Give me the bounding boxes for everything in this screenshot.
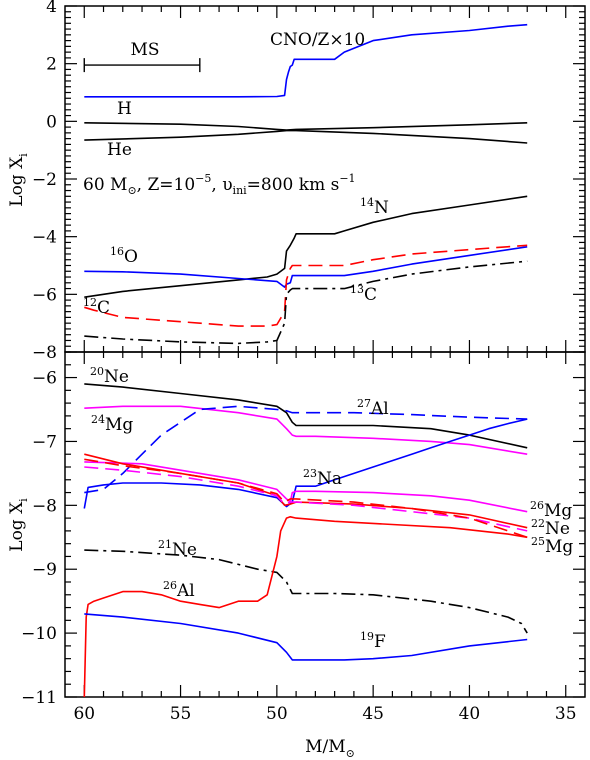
label-27al: 27Al	[357, 397, 389, 419]
series-line-25mg-red	[84, 458, 528, 539]
bottom-y-tick-label: −11	[21, 688, 57, 708]
bottom-y-tick-label: −9	[32, 560, 57, 580]
label-26al: 26Al	[163, 579, 195, 601]
bottom-y-axis-title: Log Xi	[7, 498, 30, 552]
series-line-he	[84, 129, 528, 144]
label-24mg: 24Mg	[91, 413, 133, 435]
label-14n: 14N	[360, 196, 389, 218]
ms-label: MS	[130, 40, 159, 60]
series-line-26mg	[84, 461, 528, 513]
x-tick-label: 35	[555, 704, 577, 724]
ms-phase-bar	[83, 58, 201, 73]
bottom-panel-series	[83, 383, 528, 698]
top-panel-series	[84, 23, 528, 345]
series-line-20ne	[84, 383, 528, 449]
series-line-19f	[84, 613, 528, 661]
label-25mg: 25Mg	[531, 535, 573, 557]
top-y-tick-label: −2	[32, 170, 57, 190]
top-y-tick-label: 0	[46, 112, 57, 132]
series-line-14n	[84, 195, 528, 298]
series-line-23na	[83, 418, 528, 509]
series-line-21ne	[84, 549, 528, 634]
label-he: He	[107, 140, 132, 160]
series-line-27al	[84, 405, 528, 494]
bottom-panel-frame	[64, 351, 586, 698]
series-line-h	[84, 122, 528, 131]
x-axis-title: M/M⊙	[305, 737, 355, 760]
top-y-tick-label: −6	[32, 285, 57, 305]
series-line-26al	[83, 515, 528, 698]
series-line-cno-z-10	[84, 23, 528, 98]
bottom-y-tick-label: −10	[21, 624, 57, 644]
label-26mg: 26Mg	[530, 499, 572, 521]
x-tick-label: 60	[73, 704, 95, 724]
bottom-y-tick-label: −6	[32, 369, 57, 389]
x-tick-label: 40	[459, 704, 481, 724]
label-23na: 23Na	[303, 467, 342, 489]
label-cno: CNO/Z×10	[270, 30, 365, 50]
top-y-tick-label: −4	[32, 228, 57, 248]
label-22ne: 22Ne	[531, 517, 570, 539]
top-y-tick-label: −8	[32, 343, 57, 363]
bottom-panel-ticks: −11 −10 −9 −8 −7 −6 60 55 50 45 40 35	[21, 351, 585, 724]
label-19f: 19F	[360, 630, 386, 652]
label-13c: 13C	[350, 283, 377, 305]
top-y-tick-label: 4	[46, 0, 57, 17]
top-y-axis-title: Log Xi	[7, 153, 30, 207]
series-line-12c	[84, 244, 528, 327]
label-21ne: 21Ne	[158, 538, 197, 560]
bottom-y-tick-label: −7	[32, 432, 57, 452]
series-line-16o	[84, 246, 528, 288]
x-tick-label: 55	[170, 704, 192, 724]
x-tick-label: 45	[362, 704, 384, 724]
series-line-24mg	[84, 405, 528, 455]
series-line-13c	[84, 260, 528, 345]
model-annotation: 60 M⊙, Z=10−5, υini=800 km s−1	[83, 172, 356, 197]
label-h: H	[117, 99, 132, 119]
top-panel-ticks: −8 −6 −4 −2 0 2 4	[32, 0, 585, 363]
series-line-25mg	[84, 466, 528, 532]
label-20ne: 20Ne	[90, 365, 129, 387]
top-y-tick-label: 2	[46, 55, 57, 75]
label-16o: 16O	[110, 245, 138, 267]
bottom-y-tick-label: −8	[32, 496, 57, 516]
x-tick-label: 50	[266, 704, 288, 724]
label-12c: 12C	[83, 296, 110, 318]
